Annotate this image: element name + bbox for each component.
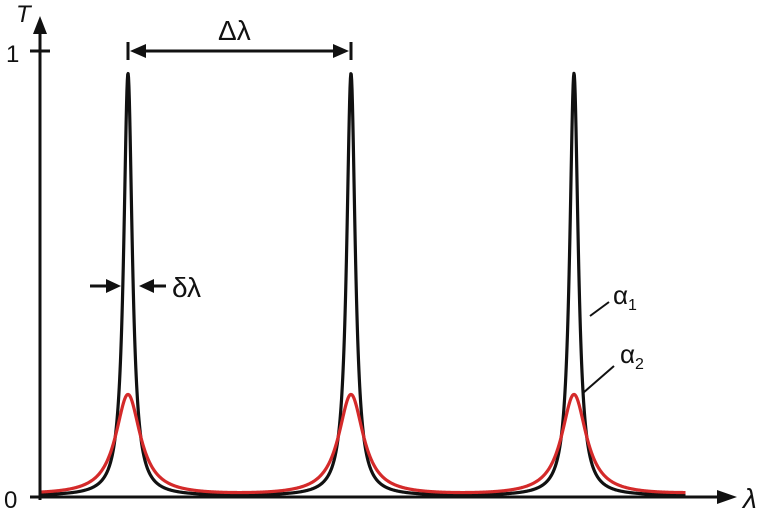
alpha2-main: α xyxy=(620,339,635,369)
y-axis-arrowhead xyxy=(33,16,47,34)
curves-group xyxy=(37,71,687,497)
x-axis-arrowhead xyxy=(717,490,737,504)
fsr-annotation: Δλ xyxy=(126,15,353,60)
fsr-label: Δλ xyxy=(218,15,251,46)
alpha1-sub: 1 xyxy=(628,297,637,314)
y-axis-label: T xyxy=(16,1,33,28)
linewidth-label: δλ xyxy=(172,272,201,303)
y-tick-label-0: 0 xyxy=(4,487,17,512)
x-axis-label: λ xyxy=(741,483,757,512)
series-label-alpha2: α2 xyxy=(582,339,644,394)
y-tick-label-1: 1 xyxy=(6,41,19,68)
series-line-α1 xyxy=(37,71,687,497)
series-line-α2 xyxy=(37,392,687,495)
svg-text:α1: α1 xyxy=(613,280,637,314)
svg-text:α2: α2 xyxy=(620,339,644,373)
series-label-alpha1: α1 xyxy=(589,280,637,317)
alpha2-sub: 2 xyxy=(635,356,644,373)
linewidth-annotation: δλ xyxy=(90,272,201,303)
alpha1-main: α xyxy=(613,280,628,310)
